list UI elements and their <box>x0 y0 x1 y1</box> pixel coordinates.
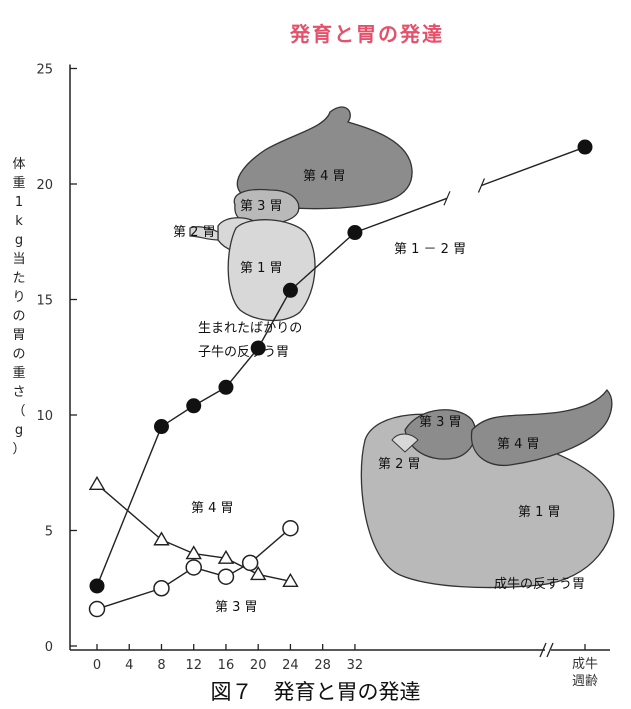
open-triangle-marker <box>185 545 202 560</box>
calf-part-label: 第 4 胃 <box>303 169 346 184</box>
x-tick-label: 0 <box>93 658 101 673</box>
open-circle-marker <box>88 600 106 618</box>
series-break-mark <box>477 178 486 193</box>
filled-circle-marker <box>89 578 105 594</box>
open-triangle-marker <box>249 566 267 581</box>
x-tick-label: 20 <box>250 658 267 673</box>
series-labels: 第 1 － 2 胃第 4 胃第 3 胃 <box>191 242 466 615</box>
x-tick-label: 32 <box>347 658 364 673</box>
adult-part-label: 第 2 胃 <box>378 457 421 472</box>
calf-esophagus-shape <box>189 226 219 241</box>
axes <box>69 64 610 658</box>
y-axis-label: 体重 1 k g 当たりの胃の重さ（g） <box>12 157 26 457</box>
series-lines <box>96 146 586 610</box>
y-tick-label: 25 <box>36 63 53 78</box>
x-tick-label-adult: 週齢 <box>572 674 598 689</box>
x-tick-label: 8 <box>157 658 165 673</box>
adult-part-label: 第 3 胃 <box>419 415 462 430</box>
y-tick-label: 15 <box>36 294 53 309</box>
open-circle-marker <box>282 519 299 537</box>
open-circle-marker <box>217 568 235 585</box>
filled-circle-marker <box>347 225 363 241</box>
x-tick-label: 12 <box>185 658 202 673</box>
series-line-segment <box>193 552 227 559</box>
open-triangle-marker <box>217 549 235 564</box>
adult-part-label: 第 1 胃 <box>518 505 561 520</box>
open-circle-marker <box>153 580 170 597</box>
series-line-segment <box>249 527 291 564</box>
filled-circle-marker <box>250 340 266 356</box>
open-triangle-marker <box>88 475 106 490</box>
x-tick-label: 24 <box>282 658 299 673</box>
figure-caption: 図７ 発育と胃の発達 <box>210 680 421 704</box>
series-line-segment <box>289 231 356 291</box>
adult-part-label: 第 4 胃 <box>497 437 540 452</box>
adult-abomasum-shape <box>470 388 613 467</box>
calf-caption: 生まれたばかりの <box>198 321 302 336</box>
series-line-segment <box>481 146 586 187</box>
series-label: 第 1 － 2 胃 <box>394 242 466 257</box>
open-triangle-marker <box>153 531 170 546</box>
series-markers <box>88 139 593 618</box>
series-line-segment <box>225 347 259 388</box>
series-label: 第 4 胃 <box>191 501 234 516</box>
x-axis-break-mark <box>539 642 547 658</box>
adult-caption: 成牛の反すう胃 <box>494 577 585 592</box>
y-tick-label: 5 <box>45 525 53 540</box>
series-break-mark <box>443 191 451 206</box>
y-tick-label: 0 <box>45 640 53 655</box>
filled-circle-marker <box>282 282 298 298</box>
x-tick-label: 16 <box>218 658 235 673</box>
x-tick-label: 28 <box>314 658 331 673</box>
calf-abomasum-shape <box>236 106 413 210</box>
y-tick-label: 10 <box>36 409 53 424</box>
chart-title: 発育と胃の発達 <box>290 22 444 46</box>
series-line-segment <box>96 587 162 610</box>
series-label: 第 3 胃 <box>215 600 258 615</box>
series-line-segment <box>257 289 292 349</box>
open-circle-marker <box>185 559 202 576</box>
calf-part-label: 第 1 胃 <box>240 261 283 276</box>
series-line-segment <box>96 426 163 587</box>
open-circle-marker <box>241 554 259 572</box>
filled-circle-marker <box>218 379 234 395</box>
x-axis-break-mark <box>546 642 554 658</box>
filled-circle-marker <box>577 139 593 155</box>
calf-part-label: 第 2 胃 <box>173 225 216 240</box>
open-triangle-marker <box>282 572 299 588</box>
series-line-segment <box>354 197 448 234</box>
calf-part-label: 第 3 胃 <box>240 199 283 214</box>
calf-caption: 子牛の反すう胃 <box>198 345 289 360</box>
x-tick-label: 4 <box>125 658 133 673</box>
x-tick-label-adult: 成牛 <box>572 657 598 672</box>
y-tick-label: 20 <box>36 178 53 193</box>
series-line-segment <box>96 483 162 541</box>
filled-circle-marker <box>153 419 169 435</box>
filled-circle-marker <box>186 398 202 414</box>
adult-esophagus-shape <box>391 433 419 453</box>
